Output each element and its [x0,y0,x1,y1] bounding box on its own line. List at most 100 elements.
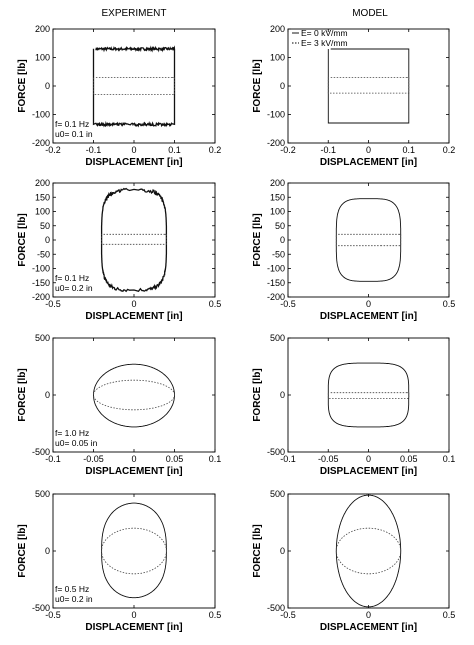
y-tick-label: 0 [45,81,50,91]
x-tick-label: 0 [366,299,371,309]
y-tick-label: -100 [267,264,285,274]
series-loop-e0 [92,45,176,128]
y-tick-label: -200 [32,292,50,302]
chart-panel-model-1: -0.2 -0.1 0 0.1 0.2 -200 -100 0 100 200 DISPLACEME… [252,24,455,168]
x-tick-label: -0.2 [280,145,296,155]
y-tick-label: -200 [32,138,50,148]
amplitude-annotation: u0= 0.05 in [55,438,98,448]
x-tick-label: -0.2 [45,145,61,155]
legend: E= 0 kV/mmE= 3 kV/mm [292,28,348,48]
frequency-annotation: f= 0.1 Hz [55,119,89,129]
x-tick-label: -0.5 [45,610,61,620]
y-tick-label: 500 [270,489,285,499]
chart-panel-experiment-2: -0.5 0 0.5 -200 -150 -100 -50 0 50 100 150 200 DISPL… [17,178,221,322]
y-axis-label: FORCE [lb] [252,59,263,112]
y-tick-label: 100 [270,207,285,217]
x-tick-label: -0.1 [45,454,61,464]
x-tick-label: 0.5 [443,299,456,309]
x-tick-label: 0.05 [400,454,418,464]
x-tick-label: -0.5 [280,299,296,309]
x-axis-label: DISPLACEMENT [in] [320,311,417,322]
legend-label: E= 3 kV/mm [301,38,348,48]
y-tick-label: -150 [32,278,50,288]
plot-frame [287,337,450,453]
plot-frame [287,182,450,298]
x-tick-label: 0.2 [443,145,456,155]
y-axis-label: FORCE [lb] [17,368,28,421]
y-tick-label: -150 [267,278,285,288]
plot-frame [287,493,450,609]
x-tick-label: 0 [366,145,371,155]
experiment-column-title: EXPERIMENT [101,8,166,19]
x-tick-label: -0.1 [86,145,102,155]
y-tick-label: -100 [32,264,50,274]
x-tick-label: 0.5 [443,610,456,620]
y-tick-label: 0 [280,390,285,400]
x-tick-label: 0.1 [209,454,222,464]
series-loop-e3 [93,77,175,95]
model-column-title: MODEL [352,8,388,19]
y-tick-label: 0 [45,390,50,400]
series-loop-e3 [335,527,402,575]
x-tick-label: -0.1 [320,145,336,155]
y-tick-label: 0 [45,546,50,556]
amplitude-annotation: u0= 0.2 in [55,283,93,293]
y-tick-label: -100 [32,110,50,120]
series-loop-e3 [101,527,167,575]
x-tick-label: -0.05 [83,454,104,464]
y-tick-label: 0 [280,546,285,556]
series-loop-e0 [335,198,402,282]
y-axis-label: FORCE [lb] [252,524,263,577]
y-tick-label: 500 [35,333,50,343]
frequency-annotation: f= 0.1 Hz [55,273,89,283]
x-tick-label: 0.1 [402,145,415,155]
y-tick-label: -50 [272,249,285,259]
series-loop-e0 [327,362,410,428]
series-loop-e0 [335,494,402,608]
x-axis-label: DISPLACEMENT [in] [85,622,182,633]
y-tick-label: 0 [280,235,285,245]
series-loop-e0 [100,187,168,293]
y-tick-label: 100 [270,53,285,63]
y-tick-label: 50 [40,221,50,231]
y-tick-label: 100 [35,207,50,217]
x-axis-label: DISPLACEMENT [in] [320,622,417,633]
y-tick-label: 0 [280,81,285,91]
x-tick-label: 0.5 [209,610,222,620]
x-tick-label: 0.05 [166,454,184,464]
chart-panel-experiment-3: -0.1 -0.05 0 0.05 0.1 -500 0 500 DISPLACEMENT [i… [17,333,221,477]
chart-panel-model-4: -0.5 0 0.5 -500 0 500 DISPLACEMENT [in] FORCE [… [252,489,455,633]
x-tick-label: -0.1 [280,454,296,464]
frequency-annotation: f= 1.0 Hz [55,428,89,438]
x-tick-label: 0.2 [209,145,222,155]
series-loop-e3 [93,379,175,411]
y-tick-label: -500 [32,603,50,613]
y-tick-label: 150 [270,192,285,202]
y-tick-label: 200 [35,24,50,34]
y-tick-label: -500 [32,447,50,457]
series-loop-e0 [93,363,175,428]
series-loop-e0 [101,502,167,599]
y-axis-label: FORCE [lb] [17,213,28,266]
frequency-annotation: f= 0.5 Hz [55,584,89,594]
y-tick-label: 500 [35,489,50,499]
y-tick-label: 200 [35,178,50,188]
y-tick-label: 100 [35,53,50,63]
x-tick-label: -0.05 [318,454,339,464]
x-tick-label: 0 [131,454,136,464]
chart-panel-experiment-4: -0.5 0 0.5 -500 0 500 DISPLACEMENT [in] FORCE [… [17,489,221,633]
series-loop-e3 [101,233,167,245]
y-tick-label: 200 [270,24,285,34]
y-tick-label: -500 [267,447,285,457]
y-axis-label: FORCE [lb] [17,59,28,112]
x-tick-label: 0.1 [168,145,181,155]
y-tick-label: 500 [270,333,285,343]
x-tick-label: 0 [131,145,136,155]
x-tick-label: 0 [131,610,136,620]
x-axis-label: DISPLACEMENT [in] [320,157,417,168]
y-tick-label: -200 [267,292,285,302]
chart-panel-experiment-1: -0.2 -0.1 0 0.1 0.2 -200 -100 0 100 200 DISPLACEME… [17,24,221,168]
x-tick-label: 0 [131,299,136,309]
y-axis-label: FORCE [lb] [252,368,263,421]
